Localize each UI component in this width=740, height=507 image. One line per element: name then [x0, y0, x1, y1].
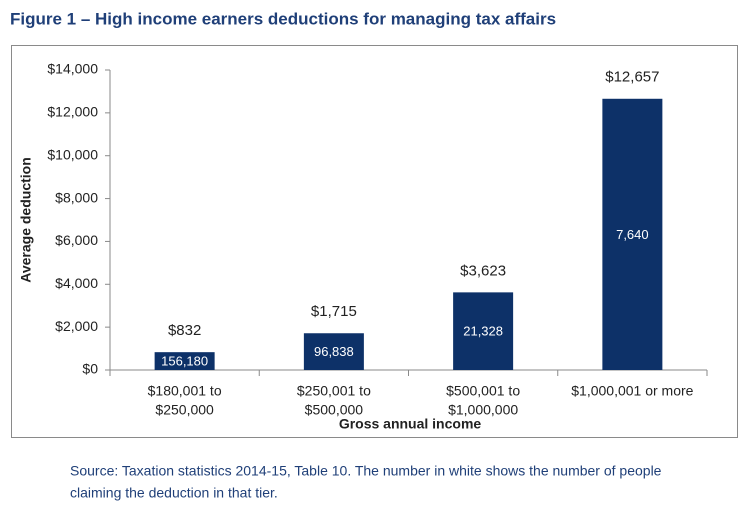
- y-tick-label: $2,000: [55, 318, 98, 334]
- bar: [154, 352, 215, 370]
- count-label: 7,640: [616, 227, 649, 242]
- y-tick-label: $0: [82, 361, 98, 377]
- x-tick-label: $180,001 to: [148, 383, 222, 399]
- y-tick-label: $6,000: [55, 232, 98, 248]
- y-axis-title: Average deduction: [18, 157, 34, 283]
- y-tick-label: $10,000: [47, 146, 98, 162]
- value-label: $1,715: [311, 303, 357, 320]
- value-label: $3,623: [460, 262, 506, 279]
- count-label: 156,180: [161, 354, 208, 369]
- count-label: 96,838: [314, 344, 354, 359]
- x-tick-label: $250,000: [155, 402, 214, 418]
- y-tick-label: $14,000: [47, 61, 98, 77]
- x-tick-label: $500,001 to: [446, 383, 520, 399]
- value-label: $12,657: [605, 69, 659, 86]
- bar: [453, 292, 514, 370]
- source-note: Source: Taxation statistics 2014-15, Tab…: [70, 463, 662, 479]
- source-note: claiming the deduction in that tier.: [70, 485, 278, 501]
- y-tick-label: $4,000: [55, 275, 98, 291]
- count-label: 21,328: [463, 324, 503, 339]
- x-tick-label: $250,001 to: [297, 383, 371, 399]
- y-tick-label: $8,000: [55, 189, 98, 205]
- x-tick-label: $1,000,000: [448, 402, 518, 418]
- y-tick-label: $12,000: [47, 104, 98, 120]
- x-tick-label: $500,000: [305, 402, 364, 418]
- bar: [303, 333, 364, 370]
- value-label: $832: [168, 322, 201, 339]
- chart-title: Figure 1 – High income earners deduction…: [10, 9, 556, 28]
- x-tick-label: $1,000,001 or more: [571, 383, 693, 399]
- bar: [602, 98, 663, 371]
- chart-frame: [11, 45, 738, 438]
- x-axis-title: Gross annual income: [339, 416, 482, 432]
